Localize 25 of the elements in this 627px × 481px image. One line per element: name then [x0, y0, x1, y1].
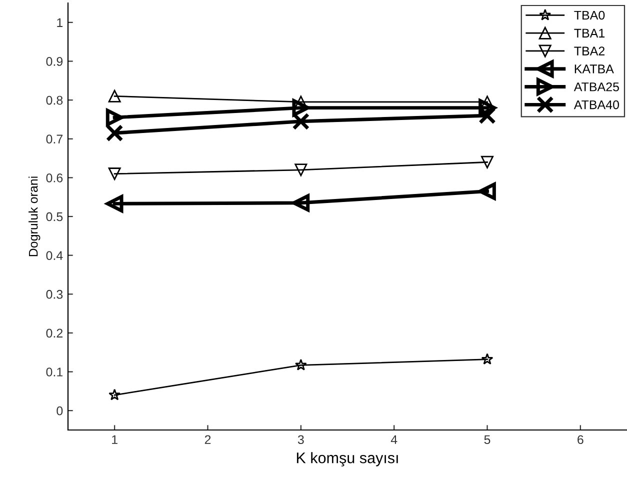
x-tick-label: 3 [298, 435, 304, 444]
y-tick-label: 0.5 [46, 212, 63, 222]
legend-label: KATBA [574, 64, 614, 74]
y-tick-label: 0.8 [46, 96, 63, 105]
x-tick-label: 2 [204, 435, 211, 444]
y-tick-label: 0.9 [46, 57, 63, 66]
y-tick-label: 0.6 [46, 173, 63, 182]
y-tick-label: 1 [57, 18, 63, 27]
y-axis-title: Dogruluk orani [28, 176, 40, 256]
x-tick-label: 4 [390, 435, 398, 444]
y-tick-label: 0.1 [46, 368, 63, 376]
legend-label: ATBA40 [574, 100, 620, 110]
x-tick-label: 5 [484, 435, 490, 444]
x-tick-label: 6 [578, 435, 584, 444]
legend-label: TBA1 [574, 28, 605, 38]
y-tick-label: 0.2 [46, 328, 63, 338]
legend-label: ATBA25 [574, 82, 619, 92]
x-tick-label: 1 [112, 435, 118, 444]
y-tick-label: 0.4 [46, 251, 63, 260]
legend-label: TBA2 [574, 46, 605, 56]
legend-label: TBA0 [574, 10, 605, 20]
y-tick-label: 0 [56, 406, 63, 416]
y-tick-label: 0.3 [46, 290, 63, 299]
y-tick-label: 0.7 [46, 134, 63, 144]
x-axis-title: K komşu sayısı [296, 452, 398, 466]
